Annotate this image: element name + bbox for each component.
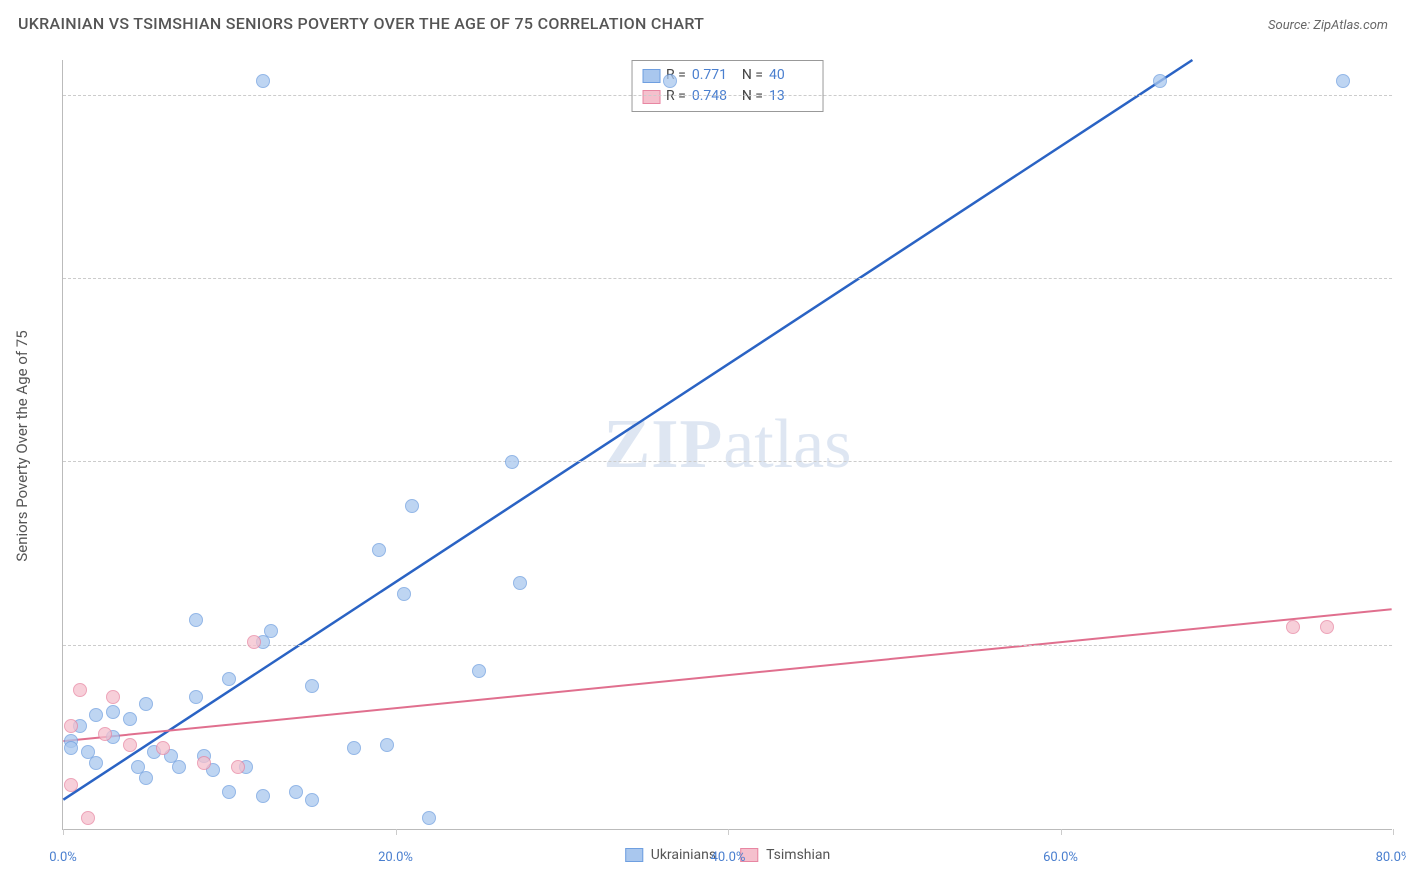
data-point [305, 793, 319, 807]
swatch-ukrainians [642, 69, 660, 83]
x-tick-label: 80.0% [1376, 850, 1406, 865]
data-point [247, 635, 261, 649]
x-tick [1393, 829, 1394, 835]
data-point [139, 771, 153, 785]
x-tick [728, 829, 729, 835]
x-tick [1061, 829, 1062, 835]
data-point [197, 756, 211, 770]
swatch-ukrainians [625, 848, 643, 862]
data-point [1320, 620, 1334, 634]
data-point [64, 719, 78, 733]
y-axis-title: Seniors Poverty Over the Age of 75 [13, 330, 31, 561]
data-point [139, 697, 153, 711]
data-point [289, 785, 303, 799]
data-point [64, 741, 78, 755]
data-point [397, 587, 411, 601]
swatch-tsimshian [642, 90, 660, 104]
data-point [222, 785, 236, 799]
data-point [1336, 74, 1350, 88]
data-point [663, 74, 677, 88]
data-point [89, 708, 103, 722]
data-point [256, 789, 270, 803]
trend-line [63, 60, 1192, 800]
legend-item-tsimshian: Tsimshian [740, 847, 830, 863]
data-point [64, 778, 78, 792]
gridline-horizontal [63, 278, 1392, 279]
x-tick-label: 0.0% [49, 850, 77, 865]
gridline-horizontal [63, 95, 1392, 96]
data-point [156, 741, 170, 755]
data-point [405, 499, 419, 513]
data-point [256, 74, 270, 88]
data-point [472, 664, 486, 678]
data-point [189, 690, 203, 704]
x-tick-label: 60.0% [1043, 850, 1078, 865]
data-point [222, 672, 236, 686]
data-point [422, 811, 436, 825]
data-point [513, 576, 527, 590]
data-point [73, 683, 87, 697]
data-point [106, 690, 120, 704]
data-point [505, 455, 519, 469]
x-tick-label: 40.0% [711, 850, 746, 865]
correlation-legend: R = 0.771 N = 40 R = 0.748 N = 13 [631, 60, 824, 112]
legend-item-ukrainians: Ukrainians [625, 847, 716, 863]
data-point [305, 679, 319, 693]
x-tick-label: 20.0% [378, 850, 413, 865]
data-point [123, 738, 137, 752]
gridline-horizontal [63, 461, 1392, 462]
x-tick [63, 829, 64, 835]
legend-row-tsimshian: R = 0.748 N = 13 [642, 86, 813, 107]
data-point [1153, 74, 1167, 88]
scatter-chart: ZIPatlas R = 0.771 N = 40 R = 0.748 N = … [62, 60, 1392, 830]
data-point [106, 705, 120, 719]
data-point [1286, 620, 1300, 634]
source-attribution: Source: ZipAtlas.com [1268, 18, 1388, 33]
trend-line [63, 609, 1391, 741]
data-point [81, 811, 95, 825]
data-point [89, 756, 103, 770]
data-point [123, 712, 137, 726]
data-point [372, 543, 386, 557]
data-point [98, 727, 112, 741]
x-tick [396, 829, 397, 835]
data-point [347, 741, 361, 755]
data-point [231, 760, 245, 774]
watermark: ZIPatlas [604, 405, 852, 485]
data-point [189, 613, 203, 627]
chart-title: UKRAINIAN VS TSIMSHIAN SENIORS POVERTY O… [18, 14, 704, 33]
trend-lines [63, 60, 1392, 829]
data-point [380, 738, 394, 752]
data-point [172, 760, 186, 774]
